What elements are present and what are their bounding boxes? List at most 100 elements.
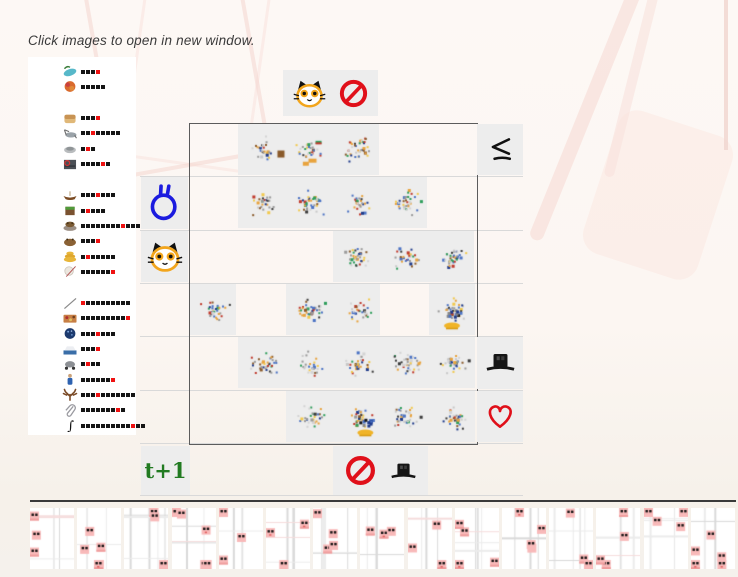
sidebar-item-mango[interactable] (30, 79, 134, 94)
step-dot (101, 269, 105, 274)
step-dot (121, 301, 125, 306)
sidebar-item-fisherman[interactable] (30, 372, 134, 387)
sidebar-item-frog-on-rock[interactable] (30, 218, 165, 233)
sidebar-item-scooter[interactable] (30, 357, 134, 372)
step-dot (81, 116, 85, 121)
sidebar-icon-wrap (30, 80, 81, 93)
scatter-cell-r5c2[interactable] (237, 337, 475, 389)
current-step-dot (96, 347, 100, 351)
scatter-cell-r3c4[interactable] (333, 230, 475, 282)
history-dots (81, 316, 130, 321)
sidebar-item-grass-block[interactable] (30, 203, 134, 218)
step-dot (116, 301, 120, 306)
top-hat-icon[interactable] (390, 462, 417, 480)
step-dot (121, 392, 125, 397)
sidebar-item-disco-ball[interactable] (30, 326, 134, 341)
strip-tile[interactable] (218, 508, 263, 569)
cat-face-icon[interactable] (147, 241, 183, 272)
strip-tile[interactable] (549, 508, 594, 569)
level-crossing-icon (62, 158, 78, 171)
current-step-dot (91, 131, 95, 136)
sidebar-item-level-crossing[interactable] (30, 157, 134, 172)
grid-right-cell-heart[interactable] (477, 390, 523, 442)
step-dot (91, 69, 95, 74)
heart-icon[interactable] (485, 402, 515, 430)
step-dot (81, 84, 85, 89)
gondola-icon (62, 189, 78, 202)
sidebar-item-needle[interactable] (30, 296, 134, 311)
strip-tile[interactable] (596, 508, 641, 569)
strip-tile[interactable] (643, 508, 688, 569)
current-step-dot (81, 301, 85, 306)
scatter-cell-r4c6[interactable] (429, 283, 476, 335)
strip-tile[interactable] (690, 508, 735, 569)
step-dot (116, 392, 120, 397)
sidebar-item-bread[interactable] (30, 111, 134, 126)
legend-sidebar: ∫ (28, 57, 165, 435)
step-dot (111, 301, 115, 306)
strip-tile[interactable] (502, 508, 546, 569)
sidebar-item-paperclip[interactable] (30, 403, 134, 418)
sidebar-item-gondola[interactable] (30, 188, 134, 203)
disco-ball-icon (62, 327, 78, 340)
step-dot (111, 223, 115, 228)
balloon-icon[interactable] (149, 183, 180, 222)
grid-right-cell-leq[interactable] (477, 124, 523, 176)
no-entry-icon[interactable] (338, 78, 369, 109)
step-dot (111, 408, 115, 413)
no-entry-icon[interactable] (344, 454, 377, 487)
step-dot (81, 423, 85, 428)
scatter-cell-r4c3[interactable] (285, 283, 380, 335)
strip-tile[interactable] (407, 508, 452, 569)
strip-tile[interactable] (454, 508, 499, 569)
scatter-cell-r2c2[interactable] (237, 177, 427, 229)
sidebar-icon-wrap (30, 358, 81, 371)
strip-tile[interactable] (77, 508, 122, 569)
svg-text:∫: ∫ (67, 419, 74, 432)
top-hat-icon[interactable] (485, 352, 516, 373)
step-dot (101, 423, 105, 428)
sidebar-item-toad[interactable] (30, 234, 134, 249)
history-dots (81, 392, 135, 397)
step-dot (96, 131, 100, 136)
scatter-cell-r6c3[interactable] (285, 390, 475, 442)
sidebar-item-yacht[interactable] (30, 342, 134, 357)
sidebar-item-crane[interactable] (30, 126, 134, 141)
step-dot (86, 239, 90, 244)
step-dot (101, 301, 105, 306)
sidebar-item-seafood-platter[interactable] (30, 311, 134, 326)
sidebar-item-ashtray[interactable] (30, 141, 134, 156)
grid-left-cell-cat-face[interactable] (141, 230, 188, 282)
strip-tile[interactable] (124, 508, 169, 569)
strip-tile[interactable] (313, 508, 358, 569)
t-plus-1-cell: t+1 (141, 446, 190, 495)
strip-tile[interactable] (266, 508, 310, 569)
leq-icon[interactable] (487, 136, 514, 163)
step-dot (96, 423, 100, 428)
scatter-cell-r4c1[interactable] (190, 283, 236, 335)
sidebar-item-beehive[interactable] (30, 249, 134, 264)
step-dot (101, 316, 105, 321)
strip-tile[interactable] (30, 508, 74, 569)
grid-row-line (140, 282, 523, 284)
sidebar-item-dandelion[interactable] (30, 264, 134, 279)
history-dots (81, 69, 100, 74)
sidebar-item-integral-sign[interactable]: ∫ (30, 418, 145, 433)
watermark-shape (577, 105, 738, 285)
step-dot (111, 193, 115, 198)
step-dot (126, 392, 130, 397)
current-step-dot (131, 423, 135, 428)
sidebar-item-moose-antlers[interactable] (30, 387, 135, 402)
strip-tile[interactable] (171, 508, 216, 569)
step-dot (106, 162, 110, 166)
scatter-cell-r1c2[interactable] (237, 124, 379, 175)
grid-right-cell-top-hat[interactable] (477, 337, 523, 389)
cat-face-icon[interactable] (293, 79, 326, 108)
history-dots (81, 269, 115, 274)
step-dot (81, 377, 85, 382)
grid-left-cell-balloon[interactable] (141, 177, 188, 229)
history-dots (81, 362, 100, 367)
strip-tile[interactable] (360, 508, 405, 569)
sidebar-item-eggplant[interactable] (30, 64, 134, 79)
sidebar-icon-wrap (30, 142, 81, 155)
